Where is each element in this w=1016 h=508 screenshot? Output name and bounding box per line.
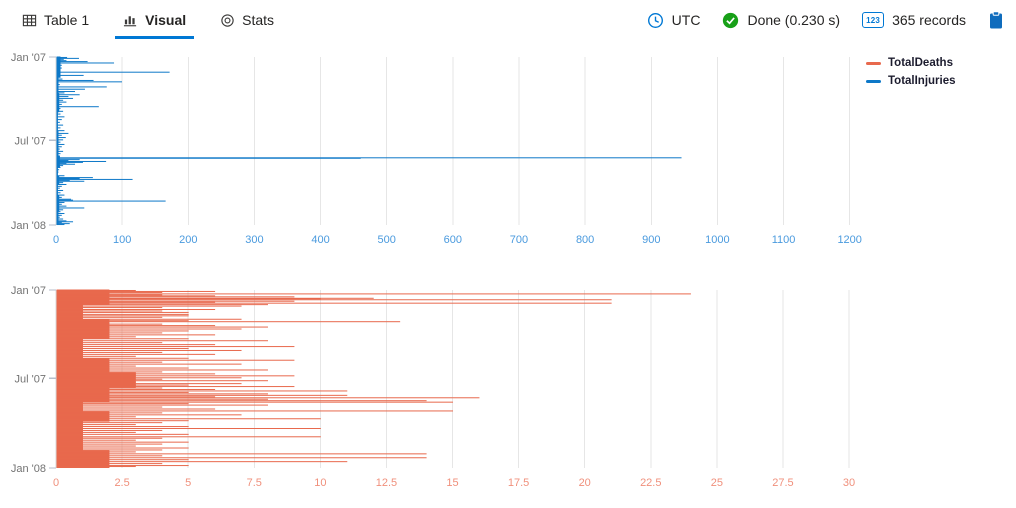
total-deaths-bar-chart[interactable]: 0 2.5 5 7.5 10 12.5 15 17.5 20 22.5 25 27.5 30 Jan '0… xyxy=(0,278,1016,502)
x-tick-label: 1000 xyxy=(705,234,729,246)
legend-item-totalinjuries[interactable]: TotalInjuries xyxy=(866,74,956,88)
x-tick-label: 5 xyxy=(185,477,191,489)
x-tick-label: 22.5 xyxy=(640,477,661,489)
legend-marker-totalinjuries xyxy=(866,79,881,83)
record-count-label: 365 records xyxy=(892,12,966,28)
x-tick-label: 400 xyxy=(311,234,329,246)
x-tick-label: 20 xyxy=(579,477,591,489)
total-injuries-bar-chart[interactable]: 0 100 200 300 400 500 600 700 800 900 1000 1100 1200… xyxy=(0,40,1016,258)
tab-bar: Table 1 Visual Stats xyxy=(0,0,298,40)
y-tick-label: Jan '07 xyxy=(11,285,46,297)
x-tick-label: 0 xyxy=(53,477,59,489)
chart-legend: TotalDeaths TotalInjuries xyxy=(866,56,956,88)
y-tick-label: Jul '07 xyxy=(15,373,46,385)
tab-label: Stats xyxy=(242,12,275,28)
x-tick-label: 12.5 xyxy=(376,477,397,489)
column-chart-icon xyxy=(123,13,138,28)
x-tick-label: 1200 xyxy=(837,234,861,246)
x-tick-label: 0 xyxy=(53,234,59,246)
x-tick-label: 600 xyxy=(444,234,462,246)
x-tick-label: 15 xyxy=(446,477,458,489)
clipboard-icon xyxy=(988,10,1004,30)
clock-icon xyxy=(647,12,664,29)
legend-label: TotalInjuries xyxy=(888,75,956,87)
x-tick-label: 1100 xyxy=(772,234,796,246)
x-tick-label: 7.5 xyxy=(247,477,262,489)
x-tick-label: 2.5 xyxy=(114,477,129,489)
record-count: 123 365 records xyxy=(862,12,966,28)
y-tick-label: Jan '08 xyxy=(11,220,46,232)
x-tick-label: 27.5 xyxy=(772,477,793,489)
y-tick-label: Jan '07 xyxy=(11,52,46,64)
legend-label: TotalDeaths xyxy=(888,57,953,69)
results-toolbar: Table 1 Visual Stats xyxy=(0,0,1016,40)
copy-results-button[interactable] xyxy=(988,10,1004,30)
tab-visual[interactable]: Visual xyxy=(113,0,196,40)
tab-label: Table 1 xyxy=(44,12,90,28)
y-tick-label: Jan '08 xyxy=(11,463,46,475)
x-tick-label: 25 xyxy=(711,477,723,489)
stats-icon xyxy=(220,13,235,28)
x-tick-label: 17.5 xyxy=(508,477,529,489)
query-status: Done (0.230 s) xyxy=(722,12,840,29)
x-tick-label: 500 xyxy=(378,234,396,246)
x-tick-label: 800 xyxy=(576,234,594,246)
x-tick-label: 30 xyxy=(843,477,855,489)
y-tick-label: Jul '07 xyxy=(15,135,46,147)
check-circle-icon xyxy=(722,12,739,29)
x-tick-label: 700 xyxy=(510,234,528,246)
tab-label: Visual xyxy=(145,12,187,28)
chart-canvas-TotalInjuries: 0 100 200 300 400 500 600 700 800 900 1000 1100 1200… xyxy=(11,52,862,246)
x-tick-label: 900 xyxy=(642,234,660,246)
timezone-button[interactable]: UTC xyxy=(647,12,701,29)
status-bar: UTC Done (0.230 s) 123 365 records xyxy=(647,10,1016,30)
legend-marker-totaldeaths xyxy=(866,61,881,65)
table-icon xyxy=(22,13,37,28)
query-status-label: Done (0.230 s) xyxy=(747,12,841,28)
tab-stats[interactable]: Stats xyxy=(210,0,284,40)
x-tick-label: 200 xyxy=(179,234,197,246)
x-tick-label: 10 xyxy=(314,477,326,489)
legend-item-totaldeaths[interactable]: TotalDeaths xyxy=(866,56,956,70)
chart-canvas-TotalDeaths: 0 2.5 5 7.5 10 12.5 15 17.5 20 22.5 25 27.5 30 Jan '0… xyxy=(11,285,855,489)
timezone-label: UTC xyxy=(671,12,701,28)
records-badge-icon: 123 xyxy=(862,12,885,28)
tab-table1[interactable]: Table 1 xyxy=(12,0,99,40)
x-tick-label: 300 xyxy=(245,234,263,246)
x-tick-label: 100 xyxy=(113,234,131,246)
